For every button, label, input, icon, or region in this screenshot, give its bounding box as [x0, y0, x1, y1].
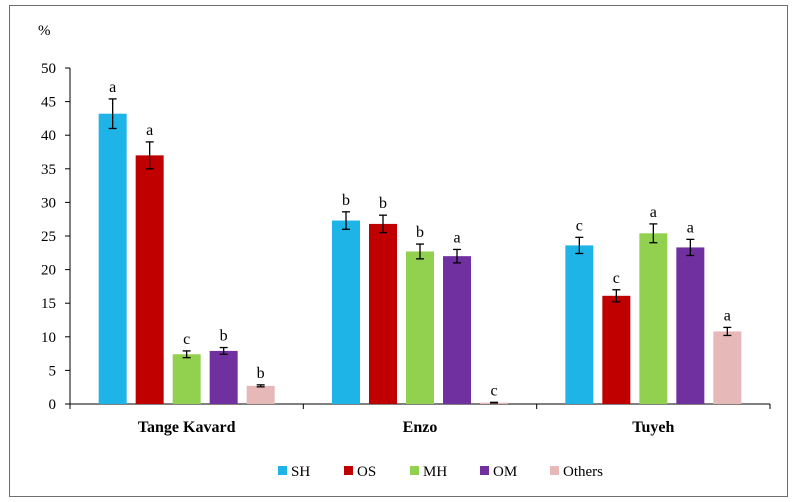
significance-label: a [109, 79, 116, 96]
legend-label: SH [291, 464, 310, 480]
legend-label: Others [563, 464, 603, 480]
significance-label: a [453, 229, 460, 246]
significance-label: c [576, 217, 583, 234]
legend-label: OM [493, 464, 517, 480]
significance-label: b [379, 195, 387, 212]
category-label: Enzo [403, 419, 438, 436]
legend-swatch [410, 466, 419, 475]
significance-label: a [687, 219, 694, 236]
significance-label: a [146, 122, 153, 139]
y-tick-label: 50 [41, 61, 56, 77]
bar [209, 350, 238, 404]
legend: SH OS MH OM Others [278, 464, 603, 480]
y-tick-label: 30 [41, 195, 56, 211]
significance-label: b [257, 365, 265, 382]
significance-label: b [416, 224, 424, 241]
significance-label: c [490, 382, 497, 399]
legend-swatch [344, 466, 353, 475]
y-tick-label: 45 [41, 95, 56, 111]
bar [369, 223, 397, 404]
bar [246, 385, 275, 404]
significance-label: a [724, 307, 731, 324]
significance-label: c [183, 331, 190, 348]
y-tick-label: 5 [49, 363, 57, 379]
significance-label: a [650, 204, 657, 221]
significance-label: c [613, 270, 620, 287]
bar [172, 354, 201, 404]
bar [135, 155, 164, 404]
category-label: Tange Kavard [138, 419, 236, 436]
bars: a a c b b b b b a c c c a a a [98, 79, 742, 405]
bar [713, 331, 742, 404]
bar [332, 220, 360, 404]
bar [676, 247, 705, 404]
legend-label: OS [357, 464, 376, 480]
bar [98, 113, 127, 405]
bar [406, 251, 434, 404]
significance-label: b [220, 328, 228, 345]
bar [639, 233, 668, 404]
bar [602, 295, 631, 404]
bar [443, 256, 471, 404]
y-tick-label: 35 [41, 162, 56, 178]
legend-swatch [550, 466, 559, 475]
significance-label: b [342, 192, 350, 209]
y-tick-label: 15 [41, 296, 56, 312]
y-tick-label: 0 [49, 397, 57, 413]
legend-swatch [480, 466, 489, 475]
y-tick-label: 25 [41, 229, 56, 245]
legend-label: MH [423, 464, 447, 480]
bar [565, 245, 594, 404]
y-tick-label: 10 [41, 330, 56, 346]
y-tick-label: 20 [41, 263, 56, 279]
legend-swatch [278, 466, 287, 475]
y-tick-label: 40 [41, 128, 56, 144]
y-axis-unit-label: % [38, 23, 51, 39]
category-label: Tuyeh [632, 419, 674, 436]
